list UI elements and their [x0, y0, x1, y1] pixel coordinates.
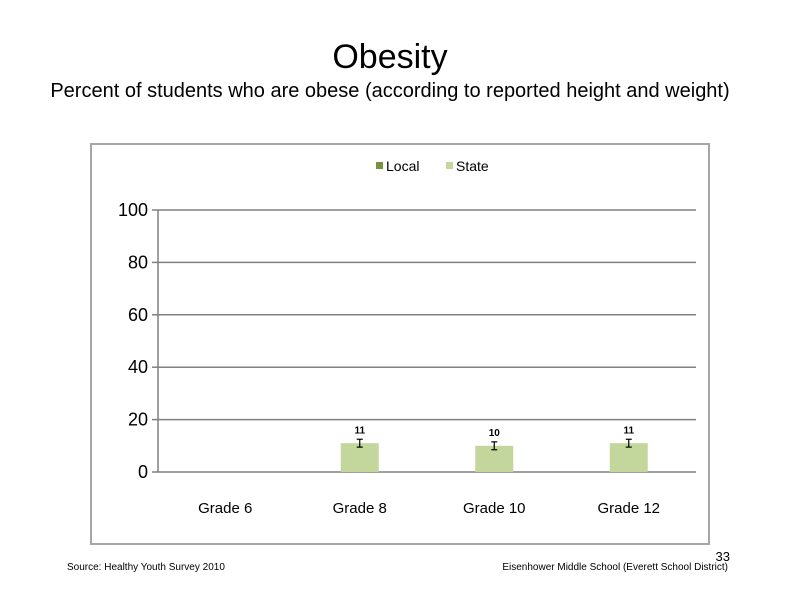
legend: Local State: [376, 158, 489, 174]
school-note: Eisenhower Middle School (Everett School…: [502, 562, 728, 573]
y-axis-labels: 0 20 40 60 80 100: [118, 200, 148, 482]
y-tick-label: 80: [128, 252, 148, 272]
y-tick-label: 60: [128, 305, 148, 325]
y-tick-label: 40: [128, 357, 148, 377]
legend-swatch: [376, 162, 383, 169]
gridlines: [152, 209, 696, 473]
data-label: 10: [489, 428, 501, 439]
y-tick-label: 20: [128, 410, 148, 430]
x-tick-label: Grade 6: [198, 500, 252, 517]
legend-label: State: [456, 158, 489, 174]
y-tick-label: 100: [118, 200, 148, 220]
legend-swatch: [446, 162, 453, 169]
source-note: Source: Healthy Youth Survey 2010: [67, 562, 225, 573]
x-axis-labels: Grade 6 Grade 8 Grade 10 Grade 12: [198, 500, 660, 517]
bar-state: [609, 443, 648, 472]
x-tick-label: Grade 8: [333, 500, 387, 517]
x-tick-label: Grade 12: [597, 500, 660, 517]
data-labels: 11 10 11: [354, 425, 634, 439]
x-tick-label: Grade 10: [463, 500, 526, 517]
bar-state: [340, 443, 379, 472]
error-bars: [356, 438, 632, 451]
slide-title: Obesity: [332, 38, 448, 76]
data-label: 11: [354, 425, 365, 436]
legend-label: Local: [386, 158, 419, 174]
slide-subtitle: Percent of students who are obese (accor…: [50, 80, 730, 102]
y-tick-label: 0: [138, 462, 148, 482]
page-number: 33: [715, 549, 730, 564]
data-label: 11: [623, 425, 634, 436]
